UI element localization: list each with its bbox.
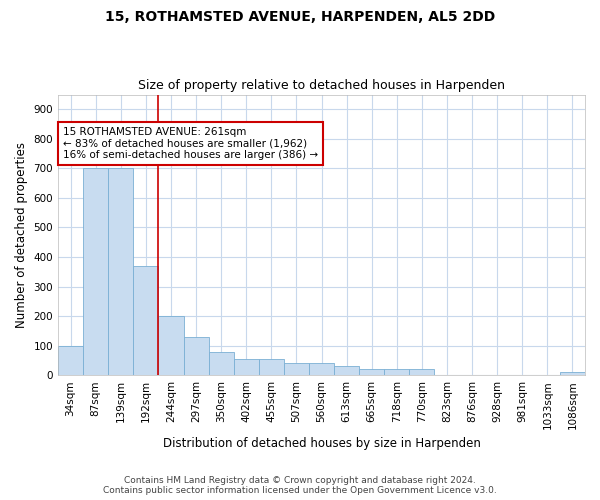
X-axis label: Distribution of detached houses by size in Harpenden: Distribution of detached houses by size … <box>163 437 481 450</box>
Y-axis label: Number of detached properties: Number of detached properties <box>15 142 28 328</box>
Text: 15, ROTHAMSTED AVENUE, HARPENDEN, AL5 2DD: 15, ROTHAMSTED AVENUE, HARPENDEN, AL5 2D… <box>105 10 495 24</box>
Bar <box>409 370 434 375</box>
Bar <box>233 359 259 375</box>
Bar <box>58 346 83 375</box>
Text: 15 ROTHAMSTED AVENUE: 261sqm
← 83% of detached houses are smaller (1,962)
16% of: 15 ROTHAMSTED AVENUE: 261sqm ← 83% of de… <box>63 127 318 160</box>
Bar <box>184 337 209 375</box>
Bar <box>560 372 585 375</box>
Text: Contains HM Land Registry data © Crown copyright and database right 2024.
Contai: Contains HM Land Registry data © Crown c… <box>103 476 497 495</box>
Bar <box>83 168 108 375</box>
Bar <box>334 366 359 375</box>
Bar <box>259 359 284 375</box>
Bar <box>209 352 233 375</box>
Bar <box>158 316 184 375</box>
Bar <box>108 168 133 375</box>
Title: Size of property relative to detached houses in Harpenden: Size of property relative to detached ho… <box>138 79 505 92</box>
Bar <box>309 364 334 375</box>
Bar <box>359 370 384 375</box>
Bar <box>384 370 409 375</box>
Bar <box>284 364 309 375</box>
Bar <box>133 266 158 375</box>
